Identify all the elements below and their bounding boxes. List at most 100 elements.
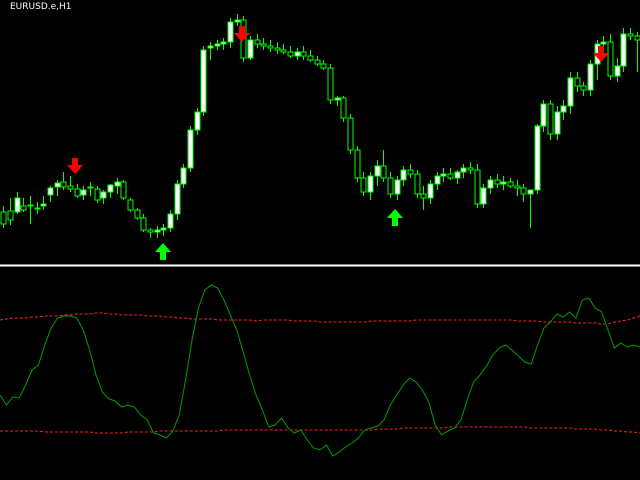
down-arrow-icon [593,46,609,62]
candle-body [154,229,161,233]
candle-body [47,187,54,196]
candle-body [387,177,394,195]
candle-body [87,186,94,189]
candle-body [507,181,514,187]
candle-body [407,169,414,175]
candle-body [554,111,561,135]
candle-body [327,67,334,101]
candle-body [354,149,361,179]
candle-body [174,183,181,215]
candle-body [294,51,301,57]
candle-body [500,181,507,185]
candle-body [74,188,81,197]
candle-body [340,97,347,119]
candle-body [214,43,221,47]
candle-body [114,181,121,187]
candle-body [547,103,554,135]
candle-body [147,229,154,233]
candle-body [274,47,281,51]
candle-body [394,179,401,195]
candle-body [140,217,147,231]
candle-body [454,171,461,179]
candle-body [160,227,167,231]
candle-body [540,103,547,127]
candle-body [434,175,441,185]
candle-body [480,187,487,205]
candle-body [167,213,174,229]
candle-body [60,181,67,188]
candle-body [40,203,47,207]
candle-body [300,51,307,57]
candle-body [127,199,134,211]
symbol-timeframe-label: EURUSD.e,H1 [10,2,72,12]
lower-level-line [0,426,640,434]
candle-body [187,129,194,169]
candle-body [607,41,614,77]
candle-body [0,211,7,225]
candle-body [447,173,454,179]
candle-body [27,204,34,207]
candle-body [567,77,574,107]
candle-body [374,165,381,177]
candle-body [67,185,74,190]
candle-body [574,77,581,87]
candle-body [287,51,294,57]
up-arrow-icon [387,209,403,226]
candle-body [634,35,640,41]
candle-body [534,125,541,191]
candle-body [620,33,627,67]
candle-body [334,97,341,101]
candle-body [180,167,187,185]
up-arrow-icon [155,243,171,260]
candle-body [227,21,234,43]
candle-body [600,41,607,45]
candle-body [614,65,621,77]
down-arrow-icon [234,26,250,42]
candle-body [247,39,254,59]
candle-body [400,169,407,181]
candle-body [207,45,214,49]
candle-body [360,177,367,193]
candle-body [520,187,527,195]
oscillator-subwindow [0,284,640,457]
candle-body [467,167,474,171]
candle-body [194,111,201,131]
candle-body [267,45,274,49]
candle-body [20,205,27,211]
down-arrow-icon [67,158,83,174]
candle-body [440,173,447,177]
candle-body [627,33,634,37]
candle-body [100,191,107,199]
candle-body [580,85,587,91]
candle-body [487,179,494,189]
candle-body [427,183,434,199]
candle-body [460,167,467,173]
candle-body [54,182,61,188]
candle-body [220,41,227,45]
candle-body [320,63,327,69]
candle-body [7,210,14,221]
candle-body [560,105,567,113]
candle-body [254,39,261,45]
candle-body [494,179,501,185]
candle-body [260,43,267,47]
candle-body [107,184,114,193]
candle-body [314,59,321,65]
candle-body [420,193,427,199]
signal-arrows [67,26,609,260]
candle-body [200,49,207,113]
candle-body [34,207,41,210]
candle-body [94,188,101,201]
candle-body [280,49,287,53]
candlestick-series [0,14,640,238]
candle-body [527,189,534,195]
candle-body [347,117,354,151]
candle-body [380,165,387,179]
candle-body [587,63,594,91]
candle-body [134,209,141,219]
candle-body [234,19,241,23]
candle-body [120,181,127,199]
candle-body [367,175,374,193]
upper-level-line [0,312,640,325]
